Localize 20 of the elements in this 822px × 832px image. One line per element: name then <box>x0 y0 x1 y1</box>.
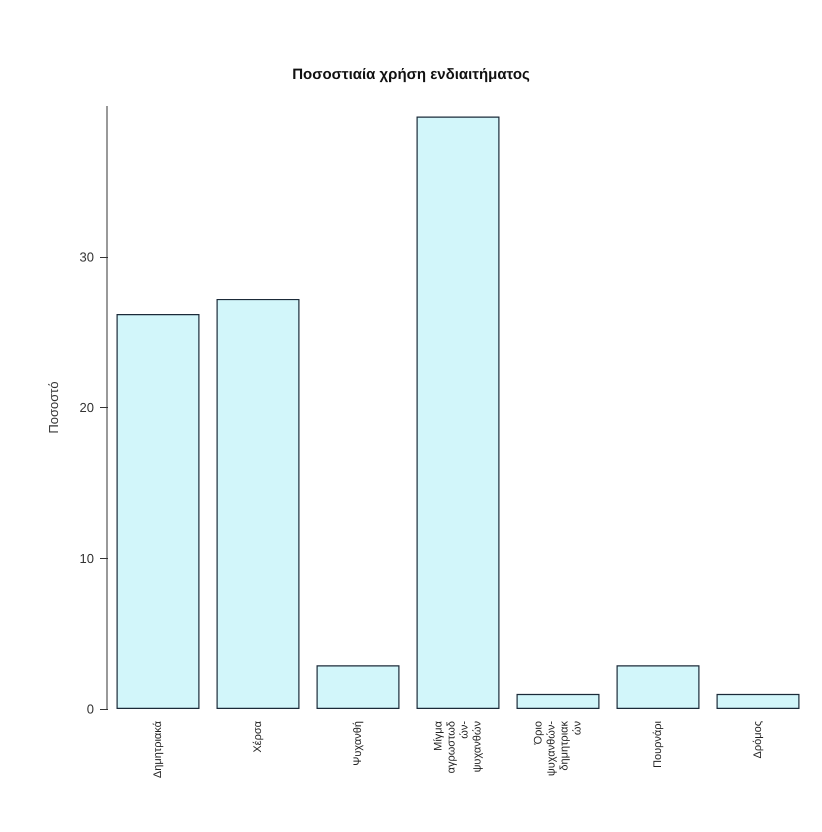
x-tick-label: Πουρνάρι <box>652 720 664 768</box>
x-tick-label: Ψυχανθή <box>352 721 364 766</box>
x-tick-label: Όριο ψυχανθών- δημητριακ ών <box>532 720 584 776</box>
x-tick-label: Χέρσα <box>252 720 264 753</box>
bar <box>416 116 500 709</box>
x-tick-label: Δρόμος <box>752 721 764 758</box>
y-tick-label: 10 <box>80 550 94 566</box>
bar <box>616 665 700 709</box>
y-tick-label: 30 <box>80 249 94 264</box>
y-axis-title: Ποσοστό <box>46 381 61 434</box>
bar <box>316 665 400 709</box>
x-tick-label: Μίγμα αγρωστωδ ών- ψυχανθών <box>432 720 484 774</box>
bar <box>716 694 800 709</box>
bar <box>516 694 600 709</box>
bar <box>216 298 300 709</box>
y-tick-label: 20 <box>80 400 94 415</box>
x-tick-label: Δημητριακά <box>152 720 164 778</box>
y-tick-label: 0 <box>86 702 94 716</box>
chart-title: Ποσοστιαία χρήση ενδιαιτήματος <box>292 66 530 83</box>
bar <box>116 314 200 709</box>
